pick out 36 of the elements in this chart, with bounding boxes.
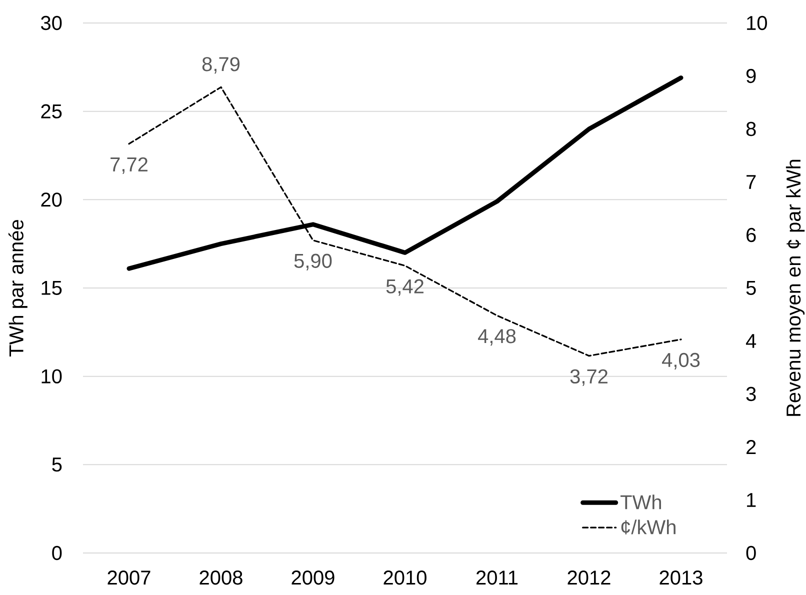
- x-tick-label: 2010: [384, 570, 426, 585]
- y-tick-label: 15: [42, 281, 62, 295]
- x-tick-label: 2008: [200, 570, 242, 585]
- legend-label: TWh: [620, 494, 661, 510]
- data-label: 4,48: [478, 329, 516, 346]
- y2-tick-label: 0: [746, 546, 756, 560]
- data-label: 7,72: [110, 157, 148, 174]
- data-label: 5,90: [294, 254, 332, 270]
- y2-tick-label: 1: [747, 493, 756, 507]
- x-tick-label: 2007: [108, 570, 150, 585]
- data-label: 5,42: [386, 279, 424, 296]
- y-axis-title: TWh par année: [8, 220, 28, 356]
- y-tick-label: 30: [41, 16, 62, 30]
- x-tick-label: 2013: [660, 570, 702, 585]
- y-tick-label: 20: [41, 192, 62, 207]
- y-tick-label: 25: [41, 104, 62, 118]
- x-tick-label: 2012: [568, 570, 610, 585]
- y2-tick-label: 4: [746, 334, 756, 348]
- x-tick-label: 2011: [476, 570, 518, 585]
- y2-tick-label: 9: [746, 68, 756, 84]
- data-label: 8,79: [202, 57, 240, 74]
- x-tick-label: 2009: [292, 570, 334, 585]
- y2-tick-label: 8: [746, 122, 756, 136]
- y2-tick-label: 5: [746, 281, 756, 295]
- y-tick-label: 0: [52, 546, 62, 560]
- data-label: 4,03: [662, 352, 700, 370]
- y2-tick-label: 6: [746, 228, 756, 242]
- y2-tick-label: 2: [746, 440, 756, 454]
- y2-tick-label: 7: [746, 175, 756, 189]
- y2-axis-title: Revenu moyen en ¢ par kWh: [786, 160, 805, 416]
- data-label: 3,72: [570, 369, 608, 386]
- legend-label: ¢/kWh: [621, 520, 676, 534]
- y-tick-label: 5: [52, 458, 62, 472]
- y2-tick-label: 3: [746, 386, 756, 402]
- y2-tick-label: 10: [747, 16, 767, 30]
- y-tick-label: 10: [42, 369, 62, 384]
